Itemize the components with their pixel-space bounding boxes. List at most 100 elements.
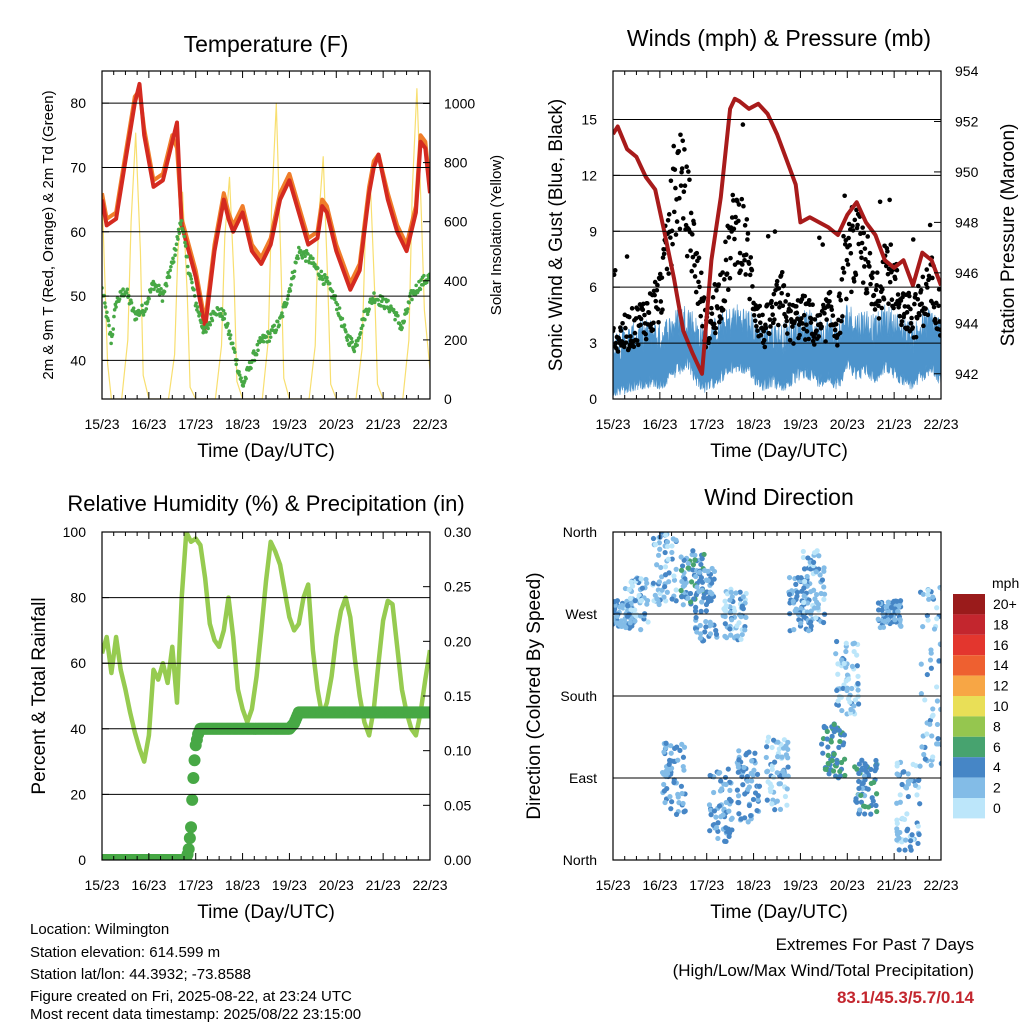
gust-point [931,304,937,310]
gust-point [673,232,679,237]
dewpoint-point [210,318,215,323]
gust-point [657,271,663,277]
y-right-tick-label: 0.00 [444,852,471,868]
gust-point [848,250,854,256]
direction-point [925,591,931,598]
dewpoint-point [149,287,153,292]
direction-point [801,599,807,606]
direction-point [842,772,848,779]
gust-point [761,328,766,334]
dewpoint-point [179,219,184,223]
dewpoint-point [105,310,109,315]
dewpoint-point [204,330,208,334]
direction-point [903,785,910,791]
y-tick-label: 40 [70,721,86,737]
x-axis-label: Time (Day/UTC) [710,902,848,923]
direction-point [656,552,662,558]
direction-point [703,624,709,630]
direction-point [918,661,924,667]
direction-point [918,691,924,697]
dewpoint-point [300,256,305,260]
gust-point [785,331,790,336]
direction-point [865,786,871,792]
gust-point [728,255,733,261]
direction-point [894,817,900,823]
direction-point [706,802,713,808]
direction-point [723,825,729,831]
gust-point [700,323,705,329]
gust-point [731,198,736,203]
direction-point [670,536,676,542]
direction-point [873,765,879,771]
gust-point [930,275,935,281]
dewpoint-point [103,305,108,309]
dewpoint-point [168,268,172,273]
direction-point [807,619,814,625]
dewpoint-point [344,330,348,334]
dewpoint-point [274,328,279,332]
direction-point [617,622,623,628]
dewpoint-point [159,287,163,291]
dewpoint-point [308,254,313,258]
precip-point [185,821,198,834]
direction-point [679,594,685,600]
gust-point [910,237,916,242]
legend-label: 18 [993,616,1009,632]
direction-point [708,597,714,604]
gust-point [643,336,649,342]
direction-point [722,774,729,781]
direction-point [673,587,679,593]
direction-point [707,772,713,779]
direction-point [644,597,651,604]
direction-point [849,685,855,692]
gust-point [670,241,675,247]
gust-point [740,262,745,267]
gust-point [722,277,727,282]
direction-point [681,767,687,773]
direction-point [801,585,807,591]
direction-point [821,565,827,571]
direction-point [856,701,862,707]
dewpoint-point [285,301,289,306]
gust-point [919,301,924,307]
legend-swatch [953,594,985,615]
dewpoint-point [182,234,187,239]
direction-point [711,576,717,582]
dewpoint-point [197,312,202,316]
direction-point [697,622,703,629]
dewpoint-point [335,302,340,307]
gust-point [658,299,664,304]
dewpoint-point [156,288,161,292]
direction-point [650,535,657,542]
gust-point [629,306,635,311]
direction-point [699,599,705,605]
gust-point [783,314,789,320]
direction-point [754,807,760,814]
dewpoint-point [239,376,243,380]
direction-point [745,819,751,825]
gust-point [671,143,677,149]
dewpoint-point [402,319,407,324]
direction-point [722,613,728,620]
direction-point [785,739,791,745]
dewpoint-point [173,253,177,258]
direction-point [836,727,843,734]
direction-point [919,744,925,750]
series-wind [613,304,941,396]
direction-point [662,564,669,570]
gust-point [829,307,835,313]
direction-point [901,769,907,775]
direction-point [804,600,811,606]
direction-point [728,816,734,823]
gust-point [895,292,901,297]
direction-point [780,768,786,774]
dewpoint-point [292,274,296,279]
dewpoint-point [144,307,149,311]
precip-point [424,706,430,719]
gust-point [678,183,684,188]
gust-point [749,267,755,273]
direction-point [717,788,724,794]
direction-point [711,808,718,814]
direction-point [813,591,820,598]
dewpoint-point [332,297,337,301]
